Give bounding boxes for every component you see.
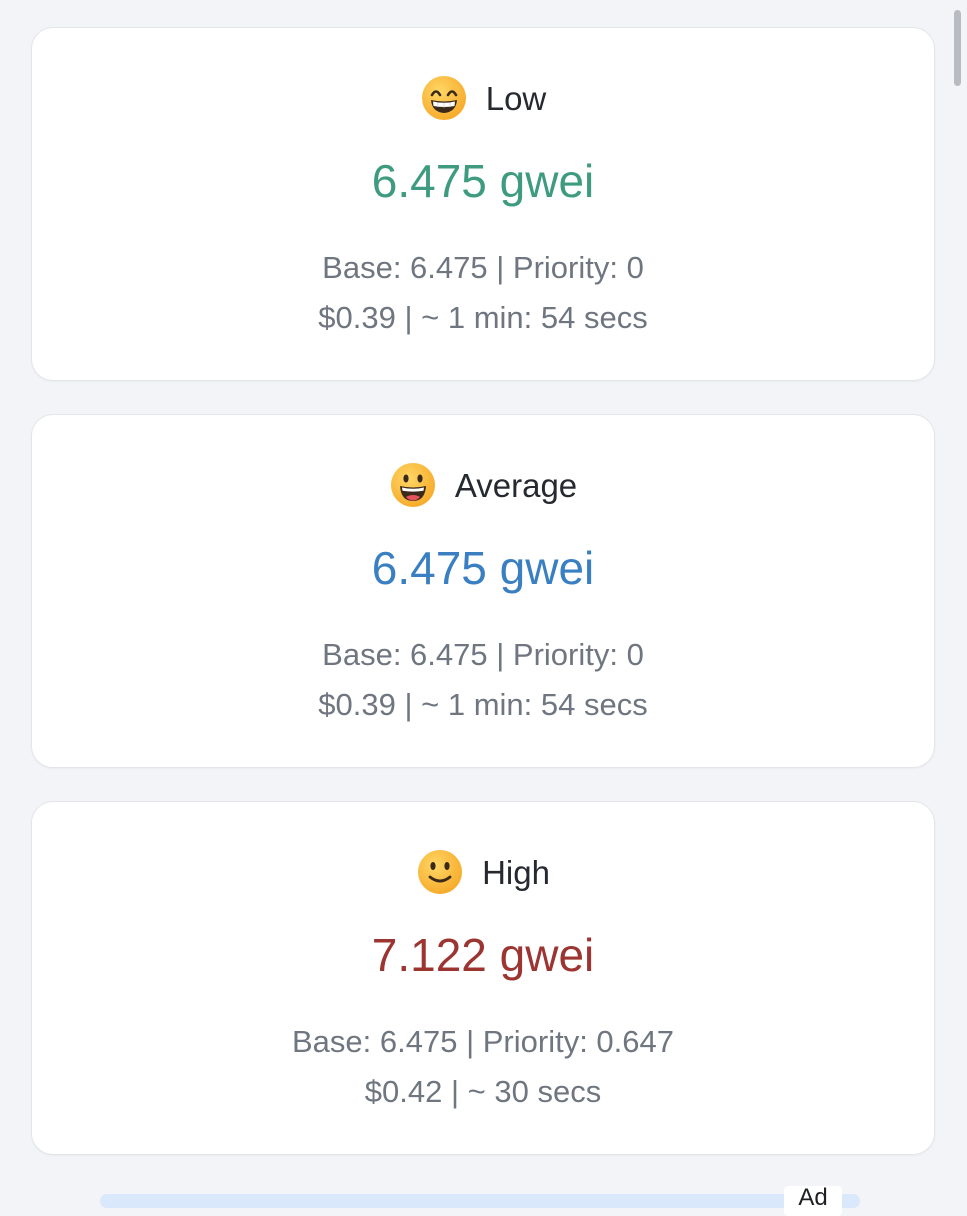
- gas-card-low: Low 6.475 gwei Base: 6.475 | Priority: 0…: [31, 27, 935, 381]
- level-label: High: [482, 853, 550, 891]
- cost-time-text: $0.42 | ~ 30 secs: [364, 1074, 602, 1109]
- card-header: High: [32, 846, 934, 898]
- gas-price: 6.475 gwei: [371, 542, 595, 594]
- card-header: Average: [32, 459, 934, 511]
- level-label: Average: [454, 466, 578, 504]
- cost-time-text: $0.39 | ~ 1 min: 54 secs: [318, 300, 648, 335]
- scrollbar-thumb[interactable]: [954, 10, 961, 86]
- card-header: Low: [32, 72, 934, 124]
- gas-price: 6.475 gwei: [371, 155, 595, 207]
- cost-time-text: $0.39 | ~ 1 min: 54 secs: [318, 687, 648, 722]
- grinning-face-icon: [390, 463, 435, 507]
- base-priority-text: Base: 6.475 | Priority: 0: [322, 250, 644, 285]
- gas-price: 7.122 gwei: [371, 929, 595, 981]
- ad-banner[interactable]: [100, 1194, 860, 1208]
- gas-card-high: High 7.122 gwei Base: 6.475 | Priority: …: [31, 801, 935, 1155]
- gas-card-average: Average 6.475 gwei Base: 6.475 | Priorit…: [31, 414, 935, 768]
- slightly-smiling-face-icon: [418, 850, 463, 894]
- ad-label: Ad: [784, 1186, 842, 1216]
- base-priority-text: Base: 6.475 | Priority: 0.647: [292, 1024, 674, 1059]
- grinning-face-with-big-eyes-icon: [421, 76, 466, 120]
- base-priority-text: Base: 6.475 | Priority: 0: [322, 637, 644, 672]
- level-label: Low: [485, 79, 547, 117]
